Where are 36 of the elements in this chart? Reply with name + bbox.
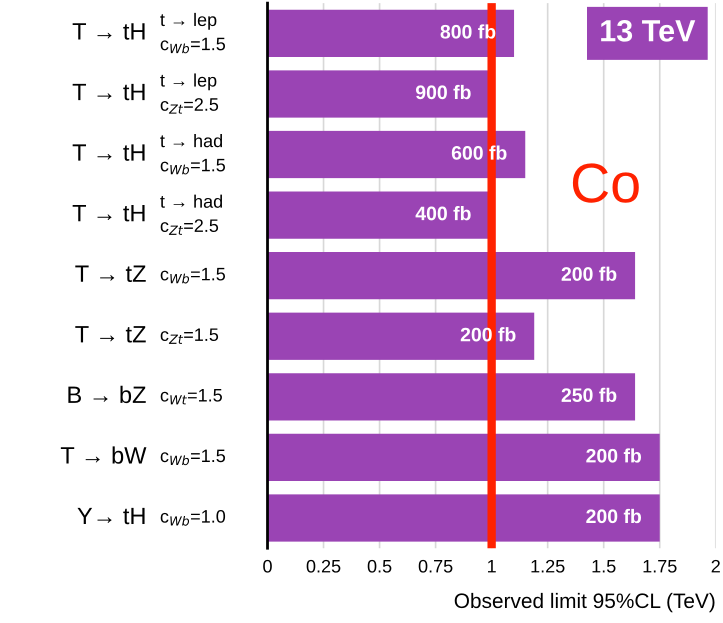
y-tick-label: T → tZ c$_{Wb}$=1.5 xyxy=(75,266,226,284)
bar xyxy=(268,130,526,178)
x-tick-label: 0 xyxy=(263,560,272,573)
y-tick-label: T → tH t → had c$_{Zt}$=2.5 xyxy=(72,194,222,235)
x-tick-label: 0.25 xyxy=(306,560,340,573)
y-tick-label: T → bW c$_{Wb}$=1.5 xyxy=(60,446,226,466)
annotation: 250 fb xyxy=(562,388,616,402)
annotation: 200 fb xyxy=(586,508,642,524)
y-tick-label: T → tH t → lep c$_{Wb}$=1.5 xyxy=(72,12,226,54)
bar xyxy=(268,494,660,542)
bar xyxy=(268,252,636,300)
bar xyxy=(268,434,660,482)
annotation: 13 TeV xyxy=(601,20,696,42)
bar xyxy=(268,191,490,239)
annotation: 200 fb xyxy=(586,448,642,463)
bar xyxy=(268,312,534,360)
y-tick-label: Y→ tH c$_{Wb}$=1.0 xyxy=(77,508,226,526)
y-tick-label: T → tZ c$_{Zt}$=1.5 xyxy=(75,326,218,344)
annotation: Co xyxy=(572,163,639,203)
bar xyxy=(268,373,636,420)
bar xyxy=(268,70,490,118)
annotation: 200 fb xyxy=(562,266,616,281)
annotation: 900 fb xyxy=(416,84,471,100)
x-tick-label: 1 xyxy=(488,560,496,572)
y-tick-label: T → tH t → had c$_{Wb}$=1.5 xyxy=(72,134,226,174)
x-tick-label: 1.75 xyxy=(644,560,677,573)
bar xyxy=(268,10,514,58)
x-tick-label: 2 xyxy=(712,560,720,572)
x-tick-label: 1.25 xyxy=(531,560,564,573)
x-axis-title: Observed limit 95%CL (TeV) xyxy=(454,592,714,612)
y-tick-label: T → tH t → lep c$_{Zt}$=2.5 xyxy=(72,73,218,114)
x-tick-label: 1.5 xyxy=(592,560,616,573)
x-tick-label: 0.5 xyxy=(368,560,392,573)
annotation: 400 fb xyxy=(416,206,471,220)
y-tick-label: B → bZ c$_{Wt}$=1.5 xyxy=(68,386,222,404)
x-tick-label: 0.75 xyxy=(418,560,452,573)
